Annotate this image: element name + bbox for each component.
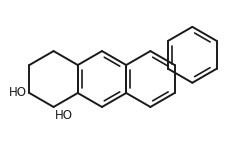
Text: HO: HO bbox=[8, 86, 26, 100]
Text: HO: HO bbox=[55, 109, 73, 122]
